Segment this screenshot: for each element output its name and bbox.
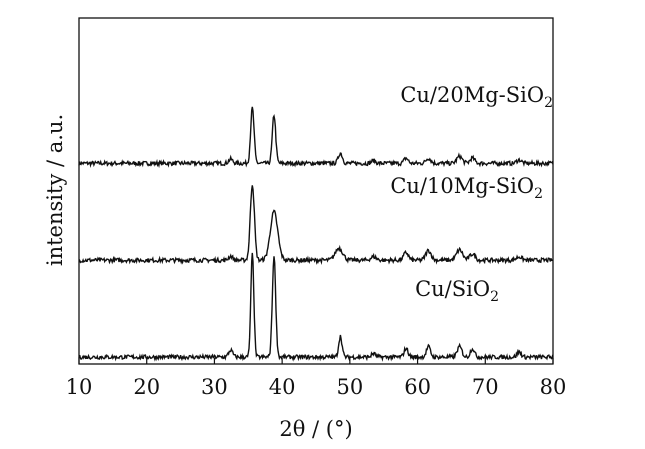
x-tick-label: 40 xyxy=(269,375,296,399)
series-label: Cu/10Mg-SiO2 xyxy=(390,174,543,202)
x-tick-label: 20 xyxy=(133,375,160,399)
series-group: Cu/20Mg-SiO2 Cu/10Mg-SiO2 Cu/SiO2 xyxy=(79,83,553,359)
series-line xyxy=(79,107,553,166)
x-tick-label: 60 xyxy=(404,375,431,399)
x-tick-label: 80 xyxy=(540,375,567,399)
series-label: Cu/20Mg-SiO2 xyxy=(400,83,553,111)
x-tick-label: 10 xyxy=(66,375,93,399)
x-axis-title: 2θ / (°) xyxy=(279,417,352,441)
y-axis-title: intensity / a.u. xyxy=(43,114,67,266)
x-tick-label: 50 xyxy=(336,375,363,399)
x-tick-label: 70 xyxy=(472,375,499,399)
series-line xyxy=(79,253,553,359)
series-label: Cu/SiO2 xyxy=(415,277,499,305)
x-tick-label: 30 xyxy=(201,375,228,399)
